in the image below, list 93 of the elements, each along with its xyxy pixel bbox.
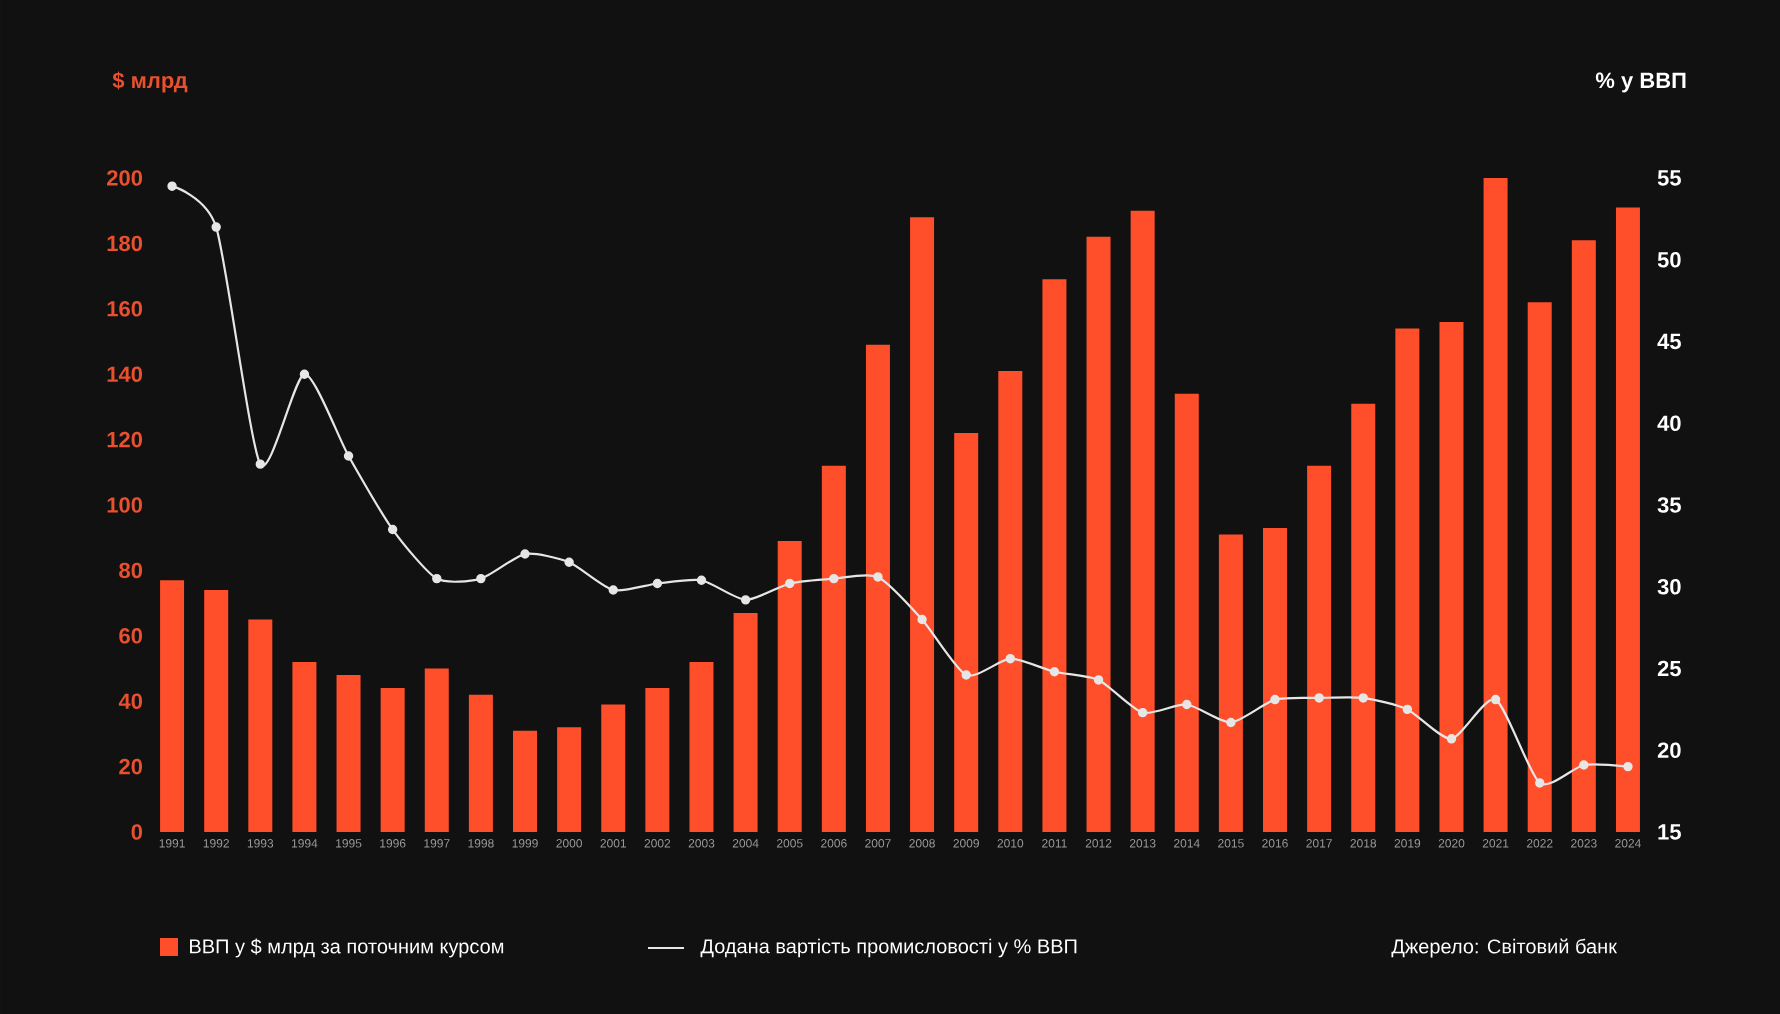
y2-tick-label: 40	[1657, 415, 1681, 432]
bar	[733, 612, 758, 832]
point	[1049, 667, 1060, 677]
bar	[910, 217, 935, 832]
bar	[1439, 321, 1464, 832]
bar	[1042, 279, 1067, 832]
bar	[1086, 236, 1111, 832]
point	[1314, 693, 1324, 703]
y-tick-label: 60	[119, 628, 143, 644]
point	[1490, 694, 1501, 705]
bar	[777, 540, 802, 832]
point	[432, 573, 442, 584]
bar	[204, 590, 229, 832]
point	[1446, 734, 1457, 744]
y2-tick-label: 15	[1658, 824, 1681, 840]
bar	[557, 727, 582, 832]
bar	[292, 661, 317, 832]
point	[387, 524, 398, 535]
y-tick-label: 160	[107, 301, 143, 317]
bar	[380, 688, 405, 832]
point	[1270, 694, 1280, 705]
point	[652, 578, 663, 589]
point	[961, 670, 971, 680]
bar	[645, 688, 670, 832]
point	[1226, 717, 1236, 728]
y2-tick-label: 30	[1657, 578, 1681, 595]
point	[917, 614, 927, 625]
point	[343, 451, 354, 461]
point	[829, 573, 839, 584]
bar	[1615, 207, 1640, 832]
bar	[1351, 403, 1376, 832]
bar	[248, 619, 273, 832]
point	[873, 572, 883, 582]
y2-tick-label: 20	[1657, 742, 1681, 759]
y-tick-label: 40	[118, 693, 143, 709]
legend-label: ВВП у $ млрд за поточним курсом	[190, 938, 504, 958]
y2-axis-title: % у ВВП	[1595, 72, 1686, 93]
bar	[1483, 178, 1508, 832]
bar	[424, 668, 449, 832]
legend-label: Додана вартість промисловості у % ВВП	[700, 938, 1077, 958]
y2-tick-label: 50	[1657, 251, 1681, 268]
text: Джерело: Світовий банк	[1391, 938, 1618, 958]
point	[564, 557, 574, 567]
bar	[1174, 393, 1199, 832]
bar	[601, 704, 626, 832]
bar	[689, 661, 714, 832]
point	[608, 585, 618, 595]
y-axis-title: $ млрд	[112, 71, 188, 93]
bar	[1307, 465, 1332, 832]
point	[1579, 760, 1589, 770]
bar	[1527, 302, 1552, 832]
bar	[513, 730, 538, 832]
point	[255, 459, 266, 469]
y-tick-label: 180	[107, 235, 143, 252]
y2-tick-label: 35	[1657, 497, 1681, 513]
y2-tick-label: 55	[1657, 170, 1681, 186]
point	[520, 549, 530, 559]
y-tick-label: 100	[107, 497, 143, 513]
bar	[1263, 527, 1288, 832]
bar	[821, 465, 846, 832]
y-tick-label: 140	[107, 366, 143, 382]
point	[1402, 704, 1413, 715]
point	[1137, 707, 1148, 718]
bar	[865, 344, 890, 832]
point	[1182, 699, 1192, 710]
bar	[954, 433, 979, 832]
point	[476, 573, 486, 584]
point	[1358, 693, 1368, 703]
point	[1093, 675, 1104, 685]
point	[785, 578, 795, 589]
point	[211, 222, 221, 232]
point	[740, 595, 751, 605]
bar	[998, 370, 1023, 832]
bar	[1218, 534, 1243, 832]
point	[696, 575, 707, 585]
bar	[1571, 240, 1596, 832]
y2-tick-label: 25	[1657, 660, 1681, 677]
y-tick-label: 20	[119, 758, 143, 775]
point	[1535, 778, 1545, 788]
y2-tick-label: 45	[1657, 333, 1681, 350]
y-tick-label: 120	[107, 431, 143, 448]
bar	[336, 675, 361, 832]
point	[1623, 761, 1633, 772]
point	[167, 181, 177, 191]
bar	[468, 694, 493, 832]
bar	[1395, 328, 1420, 832]
y-tick-label: 80	[119, 562, 143, 579]
bar	[1130, 210, 1155, 832]
y-tick-label: 0	[131, 824, 143, 840]
point	[1005, 653, 1016, 664]
bar	[160, 580, 185, 832]
y-tick-label: 200	[106, 170, 143, 186]
point	[299, 369, 310, 379]
